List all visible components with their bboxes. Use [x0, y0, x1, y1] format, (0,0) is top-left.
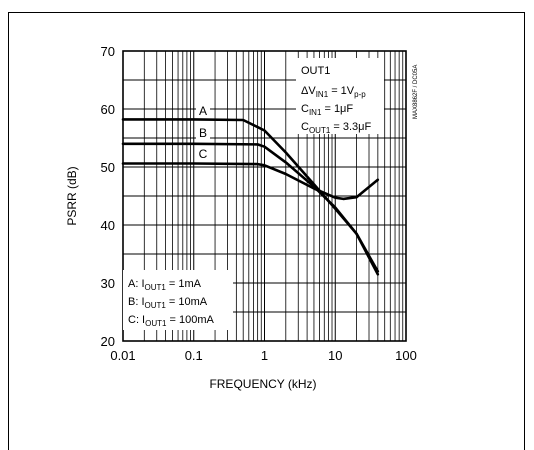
- y-tick-label: 20: [101, 334, 115, 349]
- y-tick-label: 30: [101, 276, 115, 291]
- series-label-c: C: [196, 146, 210, 161]
- x-tick-label: 100: [395, 348, 417, 363]
- x-tick-label: 0.1: [185, 348, 203, 363]
- legend-entry-c: C: IOUT1 = 100mA: [128, 314, 215, 328]
- y-tick-label: 40: [101, 218, 115, 233]
- conditions-line-1: OUT1: [301, 65, 330, 77]
- series-line-a: [121, 118, 380, 273]
- x-tick-label: 10: [328, 348, 342, 363]
- conditions-line-2: ΔVIN1 = 1Vp-p: [301, 85, 366, 99]
- figure-code: MAX8862F / DC05A: [413, 65, 419, 119]
- figure-frame: [8, 12, 525, 450]
- series-line-c: [121, 162, 380, 201]
- y-tick-label: 70: [101, 44, 115, 59]
- y-tick-label: 50: [101, 160, 115, 175]
- y-tick-label: 60: [101, 102, 115, 117]
- series-label-b-text: B: [199, 126, 207, 140]
- conditions-line-3: CIN1 = 1μF: [301, 103, 353, 117]
- y-tick-labels: 20 30 40 50 60 70: [101, 44, 115, 349]
- series-label-a: A: [196, 103, 210, 118]
- conditions-line-4: COUT1 = 3.3μF: [301, 121, 371, 135]
- x-tick-labels: 0.01 0.1 1 10 100: [110, 348, 417, 363]
- x-axis-label: FREQUENCY (kHz): [209, 377, 316, 391]
- x-tick-label: 1: [261, 348, 268, 363]
- series-label-a-text: A: [199, 104, 207, 118]
- series-line-b: [121, 142, 380, 276]
- legend-entry-a: A: IOUT1 = 1mA: [128, 278, 202, 292]
- series-layer: [121, 118, 380, 276]
- legend-entry-b: B: IOUT1 = 10mA: [128, 296, 208, 310]
- plot-border: [122, 50, 407, 342]
- legend-box: A: IOUT1 = 1mA B: IOUT1 = 10mA C: IOUT1 …: [123, 270, 233, 330]
- y-axis-label: PSRR (dB): [65, 166, 79, 225]
- conditions-box: OUT1 ΔVIN1 = 1Vp-p CIN1 = 1μF COUT1 = 3.…: [296, 58, 384, 135]
- series-label-c-text: C: [199, 147, 208, 161]
- series-label-b: B: [196, 125, 210, 140]
- x-tick-label: 0.01: [110, 348, 135, 363]
